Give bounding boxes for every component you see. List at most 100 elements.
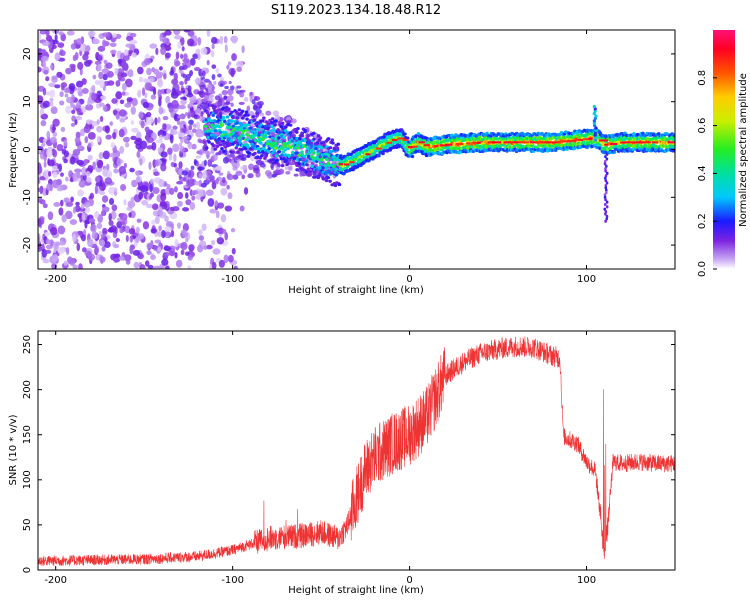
spectrogram-cell (179, 81, 184, 86)
spectrogram-cell (102, 230, 108, 235)
spectrogram-cell (51, 75, 58, 80)
spectrogram-cell (187, 265, 192, 269)
spectrogram-cell (74, 168, 82, 173)
spectrogram-cell (215, 67, 220, 74)
spectrogram-cell (214, 200, 218, 207)
spectrogram-cell (220, 100, 226, 106)
spectrogram-cell (577, 135, 581, 139)
spectrogram-cell (179, 146, 185, 153)
spectrogram-cell (79, 68, 83, 76)
y-tick-label: -10 (22, 189, 33, 205)
spectrogram-cell (113, 257, 119, 263)
spectrogram-cell (119, 118, 126, 123)
spectrogram-cell (181, 46, 185, 52)
spectrogram-cell (646, 141, 651, 144)
spectrogram-cell (99, 115, 104, 123)
spectrogram-cell (130, 105, 136, 115)
spectrogram-cell (136, 151, 141, 158)
spectrogram-cell (273, 146, 278, 150)
spectrogram-cell (187, 142, 193, 150)
spectrogram-cell (70, 122, 76, 127)
spectrogram-cell (559, 130, 564, 135)
spectrogram-cell (58, 207, 64, 216)
spectrogram-cell (98, 102, 105, 107)
spectrogram-cell (290, 118, 297, 124)
spectrogram-cell (263, 148, 268, 152)
spectrogram-cell (92, 38, 100, 45)
spectrogram-cell (603, 162, 607, 166)
spectrogram-cell (641, 141, 650, 144)
spectrogram-cell (238, 101, 245, 106)
y-tick-label: 10 (22, 95, 33, 108)
spectrogram-cell (136, 131, 142, 140)
spectrogram-cell (124, 49, 129, 57)
spectrogram-cell (85, 170, 91, 177)
spectrogram-cell (235, 121, 240, 125)
spectrogram-cell (157, 89, 162, 98)
spectrogram-cell (194, 79, 199, 83)
spectrogram-cell (38, 218, 42, 228)
spectrogram-cell (54, 84, 61, 89)
spectrogram-cell (63, 158, 68, 164)
spectrogram-cell (273, 123, 277, 127)
spectrogram-cell (191, 143, 197, 150)
spectrogram-cell (284, 166, 289, 171)
spectrogram-cell (333, 183, 338, 188)
spectrogram-cell (56, 143, 64, 152)
spectrogram-cell (94, 185, 98, 195)
spectrogram-cell (288, 161, 296, 166)
spectrogram-cell (102, 168, 108, 177)
spectrogram-cell (169, 70, 175, 76)
spectrogram-cell (329, 149, 333, 154)
spectrogram-cell (192, 128, 197, 133)
spectrogram-cell (270, 125, 274, 129)
spectrogram-cell (312, 131, 316, 135)
spectrogram-cell (290, 153, 295, 157)
spectrogram-cell (193, 158, 197, 166)
spectrogram-cell (224, 101, 231, 105)
spectrogram-cell (205, 100, 212, 105)
spectrogram-cell (48, 170, 52, 177)
spectrogram-cell (78, 180, 86, 188)
spectrogram-cell (248, 139, 253, 144)
spectrogram-cell (50, 136, 57, 144)
colorbar-tick-label: 0.2 (697, 213, 708, 229)
spectrogram-cell (69, 156, 76, 165)
spectrogram-cell (138, 111, 144, 119)
spectrogram-cell (211, 181, 217, 190)
spectrogram-cell (41, 142, 46, 147)
spectrogram-cell (227, 88, 234, 96)
spectrogram-cell (187, 171, 192, 177)
spectrogram-cell (42, 203, 48, 209)
spectrogram-cell (219, 35, 224, 45)
spectrogram-cell (101, 32, 110, 37)
spectrogram-cell (118, 128, 125, 138)
spectrogram-cell (292, 133, 296, 138)
spectrogram-cell (96, 119, 100, 125)
spectrogram-cell (102, 105, 108, 112)
spectrogram-cell (100, 210, 105, 217)
spectrogram-cell (83, 201, 91, 208)
spectrogram-cell (168, 106, 174, 113)
spectrogram-cell (212, 119, 217, 123)
spectrogram-cell (264, 154, 268, 158)
spectrogram-cell (38, 235, 41, 245)
spectrogram-cell (164, 226, 172, 232)
spectrogram-cell (298, 137, 302, 141)
spectrogram-cell (46, 183, 53, 192)
spectrogram-cell (123, 55, 130, 61)
spectrogram-cell (170, 206, 175, 212)
spectrogram-cell (185, 73, 192, 79)
spectrogram-cell (205, 189, 214, 196)
spectrogram-cell (162, 116, 169, 121)
spectrogram-cell (43, 161, 47, 168)
spectrogram-cell (209, 179, 217, 183)
spectrogram-cell (667, 141, 674, 144)
spectrogram-cell (189, 100, 194, 108)
spectrogram-cell (403, 132, 407, 136)
spectrogram-cell (130, 135, 137, 141)
spectrogram-cell (153, 245, 159, 251)
spectrogram-cell (217, 108, 222, 112)
spectrogram-cell (41, 200, 46, 205)
